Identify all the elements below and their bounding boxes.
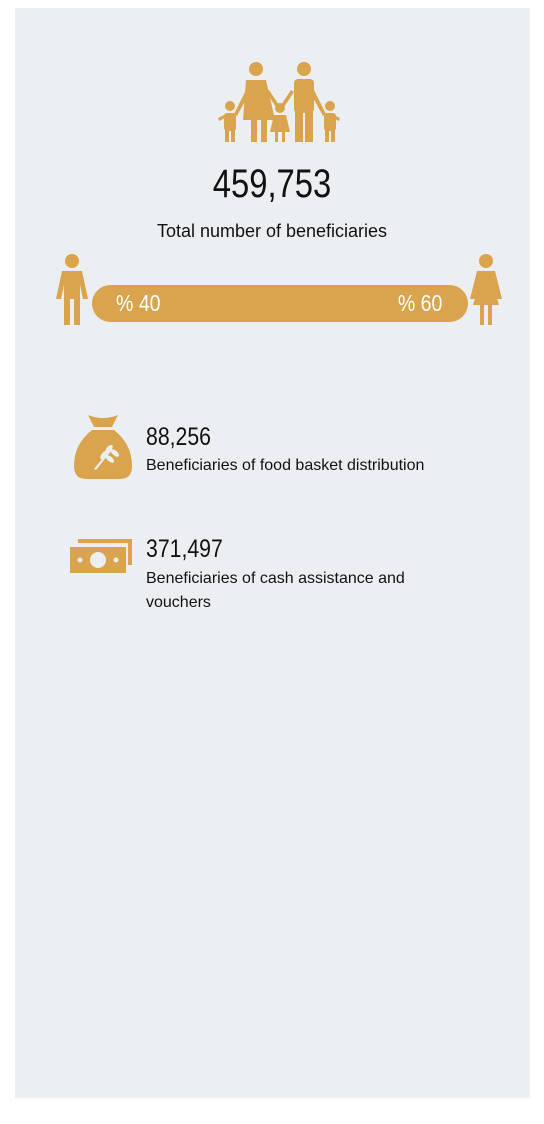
male-percent: % 40 [116, 290, 161, 316]
food-value: 88,256 [146, 423, 211, 451]
female-icon [470, 254, 502, 325]
cash-icon [70, 539, 132, 573]
food-icon [74, 415, 132, 479]
food-label: Beneficiaries of food basket distributio… [146, 457, 425, 474]
male-icon [56, 254, 88, 325]
gender-bar [92, 285, 468, 322]
family-icon [218, 62, 340, 142]
female-percent: % 60 [397, 290, 442, 316]
cash-label: Beneficiaries of cash assistance and vou… [146, 570, 405, 611]
total-label: Total number of beneficiaries [156, 221, 388, 241]
cash-value: 371,497 [146, 535, 223, 563]
total-value: 459,753 [212, 162, 332, 206]
